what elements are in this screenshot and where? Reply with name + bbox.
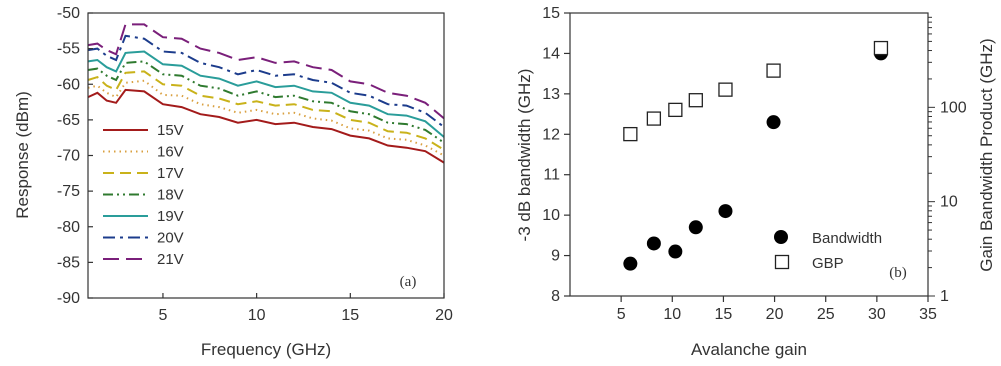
bandwidth-point	[646, 236, 661, 251]
series-line-19V	[87, 50, 445, 138]
panel-a: 5 10 15 20 -90 -85 -80 -75 -70 -65 -60 -55 -50 15V 16…	[13, 5, 453, 359]
panel-b-ytick-label: 13	[542, 86, 560, 103]
panel-b-ytick-label: 12	[542, 126, 560, 143]
bandwidth-point	[623, 256, 638, 271]
panel-b-xtick-label: 15	[715, 306, 733, 323]
series-line-15V	[87, 88, 445, 164]
legend-label-18V: 18V	[157, 187, 184, 204]
panel-b-xtick-label: 25	[817, 306, 835, 323]
panel-b-points	[623, 40, 889, 271]
panel-b-ticks: 5 10 15 20 25 30 35 8 9 10 11 12 13 14 15 1 10 100	[542, 5, 967, 323]
panel-b-ytick-label: 15	[542, 5, 560, 22]
series-line-20V	[87, 34, 445, 128]
gbp-point	[623, 126, 638, 142]
panel-a-series-layer	[87, 23, 445, 164]
bandwidth-point	[668, 244, 683, 259]
series-line-16V	[87, 79, 445, 157]
panel-b-xlabel: Avalanche gain	[691, 340, 807, 359]
panel-a-xtick-label: 20	[435, 307, 453, 324]
legend-label-15V: 15V	[157, 122, 184, 139]
panel-b-xtick-label: 35	[919, 306, 937, 323]
panel-b-xtick-label: 20	[766, 306, 784, 323]
panel-a-ytick-label: -80	[57, 219, 80, 236]
legend-label-20V: 20V	[157, 230, 184, 247]
panel-a-xtick-label: 15	[341, 307, 359, 324]
gbp-point	[873, 40, 889, 56]
panel-b-ytick-label: 11	[543, 167, 560, 184]
gbp-point	[668, 102, 683, 118]
panel-a-ytick-label: -50	[57, 5, 80, 22]
legend-label-Bandwidth: Bandwidth	[812, 230, 882, 247]
panel-a-xtick-label: 10	[248, 307, 266, 324]
panel-a-ytick-label: -70	[57, 148, 80, 165]
panel-a-ytick-label: -75	[57, 183, 80, 200]
gbp-point	[766, 63, 781, 78]
panel-b-yrtick-label: 100	[940, 99, 967, 116]
legend-label-GBP: GBP	[812, 255, 844, 272]
gbp-point	[688, 93, 703, 108]
legend-swatch-GBP	[774, 254, 790, 270]
panel-a-ytick-label: -90	[57, 290, 80, 307]
panel-b-tag: (b)	[889, 265, 907, 281]
bandwidth-point	[688, 220, 703, 235]
panel-a-tag: (a)	[400, 274, 417, 290]
panel-b: 5 10 15 20 25 30 35 8 9 10 11 12 13 14 15 1 10 100 Bandwi…	[515, 5, 996, 359]
panel-b-ytick-label: 10	[542, 207, 560, 224]
legend-label-17V: 17V	[157, 165, 184, 182]
panel-a-ticks: 5 10 15 20 -90 -85 -80 -75 -70 -65 -60 -55 -50	[57, 5, 453, 324]
panel-b-yrtick-label: 10	[940, 194, 958, 211]
gbp-point	[646, 111, 662, 126]
panel-b-xtick-label: 10	[663, 306, 681, 323]
panel-a-xlabel: Frequency (GHz)	[201, 340, 331, 359]
panel-a-xtick-label: 5	[158, 307, 167, 324]
panel-b-yrtick-label: 1	[940, 288, 949, 305]
panel-b-ylabel-left: -3 dB bandwidth (GHz)	[515, 69, 534, 242]
panel-b-frame	[569, 12, 929, 297]
panel-b-legend: Bandwidth GBP	[774, 230, 882, 272]
panel-a-frame	[87, 12, 445, 299]
panel-b-ytick-label: 14	[542, 45, 560, 62]
panel-a-ytick-label: -65	[57, 112, 80, 129]
panel-a-ylabel: Response (dBm)	[13, 91, 32, 219]
legend-label-16V: 16V	[157, 144, 184, 161]
panel-a-ytick-label: -55	[57, 41, 80, 58]
legend-label-21V: 21V	[157, 251, 184, 268]
panel-a-ytick-label: -85	[57, 254, 80, 271]
series-line-18V	[87, 60, 445, 144]
bandwidth-point	[718, 204, 733, 219]
bandwidth-point	[766, 115, 781, 130]
series-line-21V	[87, 23, 445, 120]
gbp-point	[718, 82, 733, 97]
panel-a-legend: 15V 16V 17V 18V 19V 20V 21V	[103, 122, 184, 268]
series-line-17V	[87, 70, 445, 151]
legend-label-19V: 19V	[157, 208, 184, 225]
panel-b-xtick-label: 30	[868, 306, 886, 323]
panel-b-ytick-label: 9	[551, 248, 560, 265]
legend-swatch-Bandwidth	[774, 230, 788, 244]
panel-b-ylabel-right: Gain Bandwidth Product (GHz)	[977, 38, 996, 271]
panel-b-ytick-label: 8	[551, 288, 560, 305]
panel-a-ytick-label: -60	[57, 76, 80, 93]
panel-b-xtick-label: 5	[617, 306, 626, 323]
